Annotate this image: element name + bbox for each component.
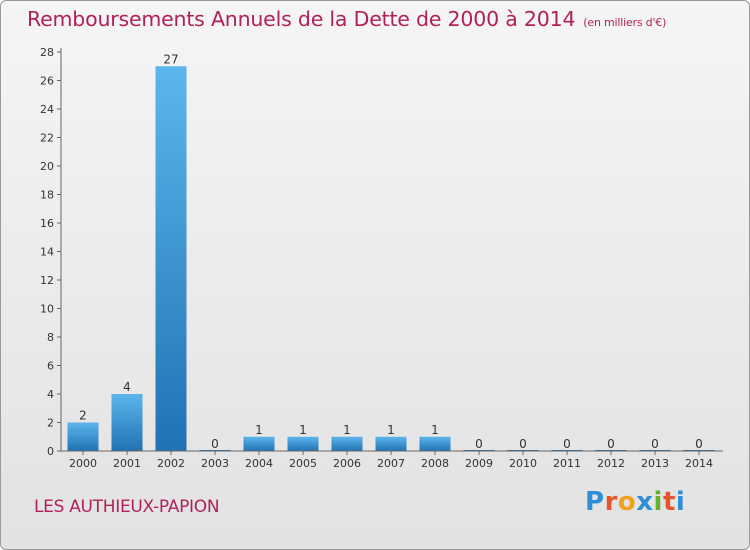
bar-value-label: 1 [343,423,351,437]
logo-letter: i [675,487,686,517]
x-tick-label: 2014 [685,457,713,470]
bar-value-label: 27 [163,52,178,66]
data-labels: 2 4 27 0 1 1 1 1 1 0 0 0 0 0 0 [79,52,703,451]
y-tick-label: 26 [40,75,54,88]
logo-letter: o [617,487,637,517]
y-tick-label: 24 [40,103,54,116]
x-tick-label: 2008 [421,457,449,470]
x-tick-label: 2012 [597,457,625,470]
title-unit: (en milliers d'€) [583,16,667,29]
x-tick-label: 2006 [333,457,361,470]
y-tick-label: 8 [47,331,54,344]
bar [287,436,319,451]
bar-value-label: 0 [651,437,659,451]
bar-value-label: 1 [299,423,307,437]
logo-letter: r [604,487,618,517]
y-tick-label: 12 [40,274,54,287]
x-tick-label: 2002 [157,457,185,470]
y-tick-label: 4 [47,388,54,401]
bars [67,66,715,451]
x-tick-label: 2004 [245,457,273,470]
bar-value-label: 0 [695,437,703,451]
y-tick-label: 2 [47,417,54,430]
bar-value-label: 0 [519,437,527,451]
bar [375,436,407,451]
bar-value-label: 1 [431,423,439,437]
y-tick-label: 28 [40,46,54,59]
bar [331,436,363,451]
x-tick-label: 2005 [289,457,317,470]
bar-value-label: 0 [563,437,571,451]
x-tick-label: 2003 [201,457,229,470]
bar-value-label: 1 [387,423,395,437]
y-tick-label: 10 [40,303,54,316]
y-tick-label: 16 [40,217,54,230]
y-tick-label: 20 [40,160,54,173]
bar [155,66,187,451]
bar [419,436,451,451]
bar-value-label: 0 [475,437,483,451]
title-text: Remboursements Annuels de la Dette de 20… [27,7,576,31]
x-tick-label: 2001 [113,457,141,470]
x-tick-label: 2013 [641,457,669,470]
logo-letter: t [662,487,676,517]
x-axis: 2000 2001 2002 2003 2004 2005 2006 2007 2008 2009… [61,450,723,470]
bar-value-label: 2 [79,409,87,423]
x-tick-label: 2007 [377,457,405,470]
bar-value-label: 4 [123,380,131,394]
bar [111,394,143,451]
logo-letter: i [653,487,663,517]
bar-value-label: 0 [607,437,615,451]
y-tick-label: 0 [47,445,54,458]
bar [243,436,275,451]
bar-value-label: 1 [255,423,263,437]
bar [67,422,99,451]
y-tick-label: 18 [40,189,54,202]
y-tick-label: 22 [40,132,54,145]
bar-value-label: 0 [211,437,219,451]
x-tick-label: 2000 [69,457,97,470]
logo-letter: x [636,487,654,517]
x-tick-label: 2011 [553,457,581,470]
x-tick-label: 2010 [509,457,537,470]
chart-title: Remboursements Annuels de la Dette de 20… [27,7,666,31]
y-tick-label: 6 [47,360,54,373]
commune-name: LES AUTHIEUX-PAPION [34,497,220,517]
y-tick-label: 14 [40,246,54,259]
logo-letter: P [585,487,605,517]
x-tick-label: 2009 [465,457,493,470]
proxiti-logo: Proxiti [585,487,685,517]
